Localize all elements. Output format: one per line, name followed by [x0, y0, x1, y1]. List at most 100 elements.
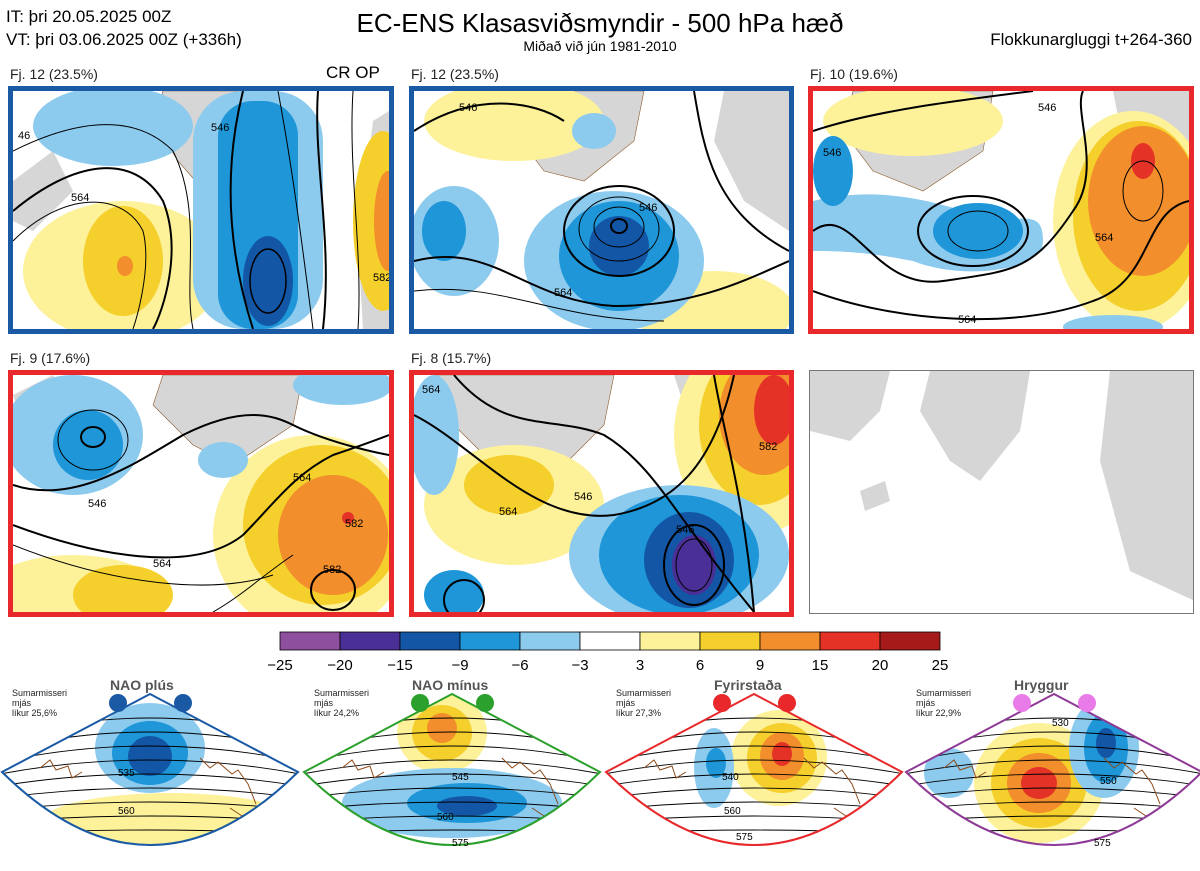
colorbar-bin — [639, 631, 701, 651]
anomaly-area — [1021, 767, 1057, 799]
colorbar-bin — [399, 631, 461, 651]
colorbar-tick-label: 20 — [872, 657, 889, 674]
contour-label: 546 — [88, 498, 106, 510]
anomaly-area — [672, 535, 716, 595]
anomaly-area — [464, 455, 554, 515]
init-time: IT: þri 20.05.2025 00Z — [6, 7, 172, 26]
contour-line — [947, 210, 1009, 252]
contour-line — [304, 787, 600, 799]
regime-title: Fyrirstaða — [714, 677, 782, 693]
contour-line — [13, 167, 173, 329]
contour-line — [414, 288, 665, 322]
anomaly-area — [414, 375, 459, 495]
contour-line — [813, 200, 1189, 321]
anomaly-area — [117, 256, 133, 276]
contour-line — [606, 745, 902, 763]
contour-line — [277, 91, 314, 329]
contour-line — [13, 124, 194, 329]
page-title: EC-ENS Klasasviðsmyndir - 500 hPa hæð — [356, 8, 844, 38]
regime-map: 545 560 575 — [302, 692, 602, 849]
colorbar-tick-label: −20 — [327, 657, 352, 674]
contour-line — [1122, 160, 1164, 222]
colorbar-tick-label: 3 — [636, 657, 644, 674]
landmass — [13, 151, 73, 231]
colorbar-tick-label: −6 — [511, 657, 528, 674]
landmass — [920, 371, 1030, 481]
contour-line — [212, 554, 294, 612]
colorbar-tick-label: −9 — [451, 657, 468, 674]
regime-marker — [1013, 694, 1031, 712]
contour-label: 575 — [736, 832, 753, 843]
contour-label: 564 — [71, 192, 89, 204]
colorbar-tick-label: −15 — [387, 657, 412, 674]
contour-line — [917, 195, 1029, 267]
anomaly-area — [924, 748, 974, 798]
contour-line — [906, 759, 1200, 775]
panel-label: Fj. 9 (17.6%) — [10, 350, 91, 366]
contour-line — [80, 426, 106, 448]
anomaly-area — [278, 475, 388, 595]
anomaly-area — [1088, 126, 1189, 276]
anomaly-area — [813, 136, 853, 206]
contour-line — [813, 91, 1034, 132]
classification-window: Flokkunargluggi t+264-360 — [990, 30, 1192, 49]
colorbar-bin — [699, 631, 761, 651]
contour-line — [813, 91, 1088, 283]
contour-line — [593, 206, 645, 248]
contour-line — [563, 185, 675, 277]
anomaly-area — [572, 113, 616, 149]
contour-line — [606, 773, 902, 787]
contour-line — [414, 255, 789, 308]
cluster-map-4: 546 564 582 582 564 — [8, 370, 394, 617]
contour-line — [304, 745, 600, 763]
regime-marker — [109, 694, 127, 712]
colorbar-tick-label: 25 — [932, 657, 949, 674]
contour-label: 564 — [293, 472, 311, 484]
panel-label: Fj. 12 (23.5%) — [10, 66, 98, 82]
contour-label: 575 — [452, 838, 469, 849]
contour-label: 546 — [1038, 102, 1056, 114]
anomaly-area — [706, 748, 726, 778]
contour-line — [229, 91, 254, 329]
contour-line — [2, 759, 298, 775]
contour-line — [414, 375, 735, 517]
colorbar-tick-label: −25 — [267, 657, 292, 674]
contour-line — [610, 218, 628, 234]
anomaly-area — [823, 91, 1003, 156]
contour-label: 46 — [18, 130, 30, 142]
cluster-map-2: 546 564 546 — [409, 86, 794, 334]
cr-op-tag: CR OP — [326, 63, 380, 82]
colorbar-tick-label: 15 — [812, 657, 829, 674]
anomaly-area — [374, 171, 389, 271]
anomaly-area — [198, 442, 248, 478]
regime-note: Sumarmisseri mjás líkur 22,9% — [916, 688, 972, 718]
colorbar-bin — [879, 631, 941, 651]
regime-map: 540 560 575 — [604, 692, 904, 846]
contour-label: 560 — [118, 806, 135, 817]
contour-line — [453, 375, 755, 612]
contour-label: 546 — [823, 147, 841, 159]
anomaly-area — [422, 201, 466, 261]
contour-line — [713, 375, 755, 612]
regime-title: NAO plús — [110, 677, 174, 693]
panel-label: Fj. 10 (19.6%) — [810, 66, 898, 82]
contour-line — [351, 91, 360, 329]
contour-line — [2, 773, 298, 787]
contour-line — [13, 201, 147, 329]
anomaly-area — [754, 375, 789, 445]
contour-label: 560 — [437, 812, 454, 823]
contour-line — [13, 434, 389, 559]
contour-label: 546 — [676, 524, 694, 536]
colorbar-tick-label: 6 — [696, 657, 704, 674]
regime-outline — [604, 692, 904, 846]
colorbar-tick-label: −3 — [571, 657, 588, 674]
colorbar-bin — [339, 631, 401, 651]
regime-outline — [302, 692, 602, 846]
contour-label: 530 — [1052, 718, 1069, 729]
regime-note: Sumarmisseri mjás líkur 24,2% — [314, 688, 370, 718]
regime-marker — [411, 694, 429, 712]
anomaly-area — [933, 203, 1023, 259]
anomaly-area — [424, 91, 604, 161]
anomaly-area — [342, 512, 354, 524]
contour-line — [249, 248, 287, 314]
